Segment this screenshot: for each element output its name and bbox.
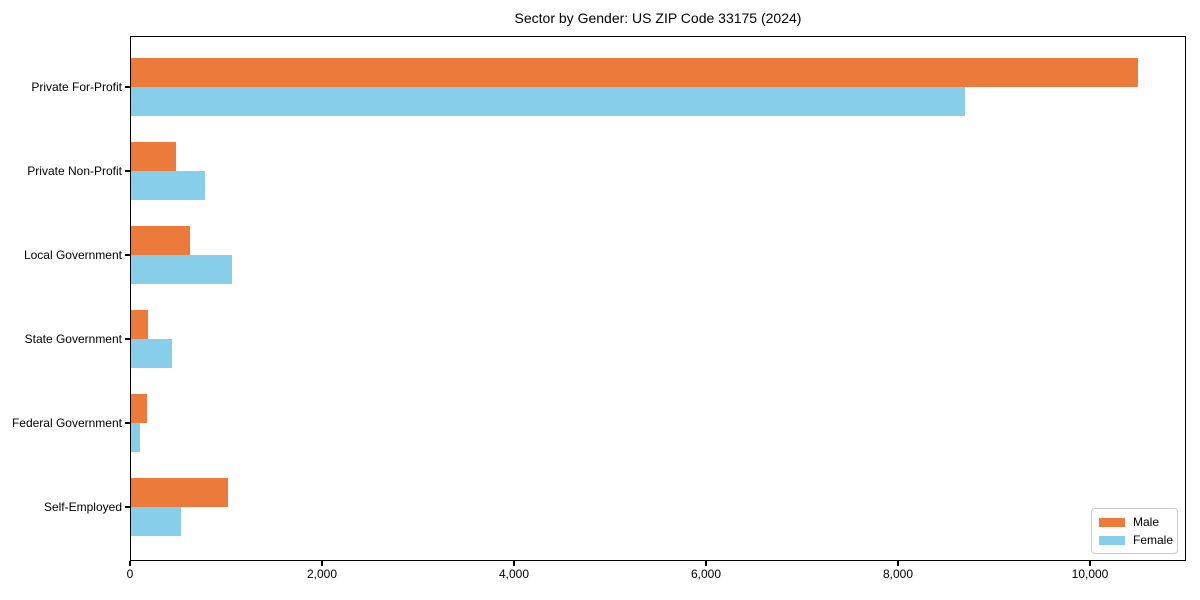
y-tick-mark-local-government (125, 254, 130, 256)
chart-title: Sector by Gender: US ZIP Code 33175 (202… (514, 10, 802, 26)
y-axis-label-state-government: State Government (24, 332, 122, 346)
plot-area (130, 36, 1186, 561)
y-tick-mark-federal-government (125, 422, 130, 424)
x-tick-label-6000: 6,000 (690, 567, 722, 581)
bar-male-self-employed (130, 478, 228, 507)
x-tick-label-0: 0 (126, 567, 134, 581)
legend-entry-female: Female (1099, 532, 1174, 547)
bar-female-private-non-profit (130, 171, 205, 200)
x-tick-mark-8000 (897, 561, 899, 566)
bar-male-local-government (130, 226, 190, 255)
x-tick-mark-6000 (705, 561, 707, 566)
x-tick-label-10000: 10,000 (1071, 567, 1109, 581)
x-tick-label-2000: 2,000 (306, 567, 338, 581)
y-tick-mark-private-for-profit (125, 86, 130, 88)
y-tick-mark-state-government (125, 338, 130, 340)
bar-male-state-government (130, 310, 149, 339)
x-tick-label-8000: 8,000 (882, 567, 914, 581)
x-tick-mark-4000 (513, 561, 515, 566)
x-tick-mark-2000 (321, 561, 323, 566)
x-tick-label-4000: 4,000 (498, 567, 530, 581)
legend-label-male: Male (1133, 514, 1160, 529)
y-axis-label-private-non-profit: Private Non-Profit (27, 164, 122, 178)
x-tick-mark-10000 (1089, 561, 1091, 566)
y-axis-label-private-for-profit: Private For-Profit (31, 80, 122, 94)
legend-swatch-male (1099, 517, 1125, 527)
y-tick-mark-private-non-profit (125, 170, 130, 172)
legend-swatch-female (1099, 535, 1125, 545)
bar-female-private-for-profit (130, 87, 966, 116)
bar-male-private-for-profit (130, 58, 1138, 87)
legend: Male Female (1091, 508, 1178, 554)
bar-female-state-government (130, 339, 173, 368)
bar-female-self-employed (130, 507, 181, 536)
y-axis-label-federal-government: Federal Government (11, 416, 122, 430)
x-tick-mark-0 (129, 561, 131, 566)
y-axis-label-local-government: Local Government (23, 248, 122, 262)
bar-male-private-non-profit (130, 142, 177, 171)
legend-entry-male: Male (1099, 514, 1170, 529)
bar-female-local-government (130, 255, 232, 284)
bar-male-federal-government (130, 394, 148, 423)
y-axis-label-self-employed: Self-Employed (43, 500, 122, 514)
bar-female-federal-government (130, 423, 140, 452)
legend-label-female: Female (1133, 532, 1174, 547)
y-tick-mark-self-employed (125, 506, 130, 508)
